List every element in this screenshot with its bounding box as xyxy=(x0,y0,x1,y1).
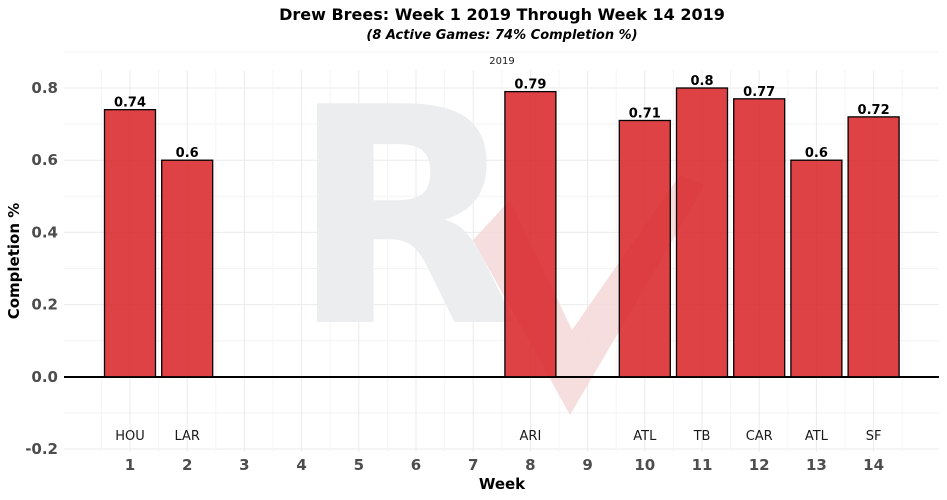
data-label: 0.6 xyxy=(805,146,828,161)
data-label: 0.8 xyxy=(690,74,713,89)
data-label: 0.71 xyxy=(629,106,661,121)
x-tick-label: 6 xyxy=(411,456,421,474)
data-label: 0.74 xyxy=(114,96,146,111)
y-tick-label: 0.8 xyxy=(31,79,58,97)
x-tick-label: 12 xyxy=(749,456,770,474)
x-tick-label: 3 xyxy=(239,456,249,474)
opponent-label: TB xyxy=(693,429,711,444)
bar xyxy=(618,119,671,378)
opponent-label: HOU xyxy=(115,429,145,444)
bars xyxy=(103,87,900,378)
bar xyxy=(161,159,214,378)
y-tick-label: -0.2 xyxy=(25,440,58,458)
y-axis-title: Completion % xyxy=(5,203,23,320)
x-tick-label: 14 xyxy=(863,456,884,474)
opponent-label: LAR xyxy=(174,429,199,444)
data-label: 0.72 xyxy=(858,103,890,118)
x-tick-label: 5 xyxy=(354,456,364,474)
opponent-label: ATL xyxy=(633,429,657,444)
chart-title: Drew Brees: Week 1 2019 Through Week 14 … xyxy=(279,5,725,24)
x-tick-label: 1 xyxy=(125,456,135,474)
opponent-label: SF xyxy=(866,429,882,444)
data-label: 0.79 xyxy=(514,78,546,93)
y-tick-label: 0.2 xyxy=(31,296,58,314)
x-tick-label: 8 xyxy=(525,456,535,474)
x-tick-label: 7 xyxy=(468,456,478,474)
y-tick-label: 0.0 xyxy=(31,368,58,386)
x-tick-label: 4 xyxy=(296,456,306,474)
data-label: 0.77 xyxy=(743,85,775,100)
watermark-letter: R xyxy=(289,44,520,393)
facet-label: 2019 xyxy=(489,56,514,67)
y-tick-label: 0.6 xyxy=(31,151,58,169)
value-labels: 0.74 0.6 0.79 0.71 0.8 0.77 0.6 0.72 xyxy=(114,74,890,161)
x-tick-label: 11 xyxy=(692,456,713,474)
opponent-label: ATL xyxy=(805,429,829,444)
opponent-label: CAR xyxy=(746,429,773,444)
bar xyxy=(103,109,157,378)
x-axis-title: Week xyxy=(479,475,526,493)
x-tick-label: 2 xyxy=(182,456,192,474)
x-axis-ticks: 1 2 3 4 5 6 7 8 9 10 11 12 13 14 xyxy=(125,456,884,474)
bar xyxy=(733,98,786,378)
chart-subtitle: (8 Active Games: 74% Completion %) xyxy=(366,28,637,43)
bar xyxy=(790,159,843,378)
x-tick-label: 13 xyxy=(806,456,827,474)
y-axis-ticks: -0.2 0.0 0.2 0.4 0.6 0.8 xyxy=(25,79,58,458)
bar xyxy=(504,90,557,378)
opponent-labels: HOU LAR ARI ATL TB CAR ATL SF xyxy=(115,429,881,444)
data-label: 0.6 xyxy=(176,146,199,161)
bar xyxy=(675,87,729,378)
x-tick-label: 10 xyxy=(634,456,655,474)
y-tick-label: 0.4 xyxy=(31,223,58,241)
bar xyxy=(847,116,900,378)
opponent-label: ARI xyxy=(520,429,542,444)
x-tick-label: 9 xyxy=(582,456,592,474)
